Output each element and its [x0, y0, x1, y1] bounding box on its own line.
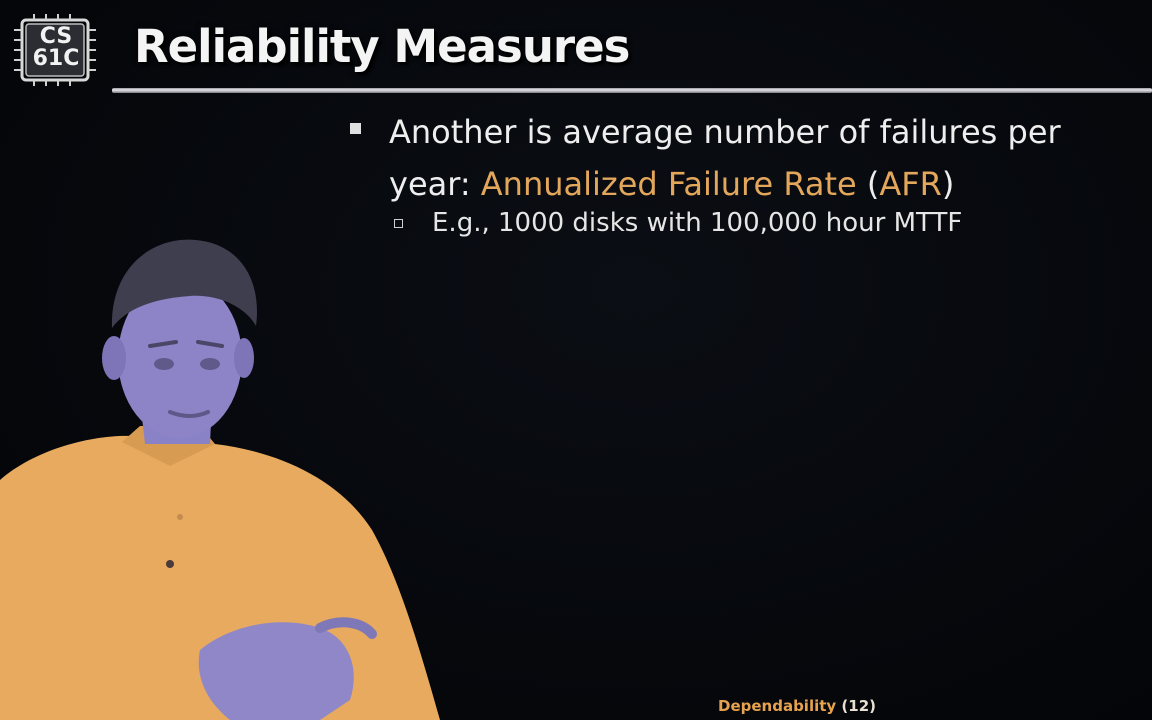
bullet-term: Annualized Failure Rate: [480, 165, 857, 203]
square-bullet-icon: [350, 123, 361, 134]
footer-page-number: (12): [836, 697, 876, 715]
bullet-text: Another is average number of failures pe…: [389, 106, 1149, 210]
bullet-open-paren: (: [856, 165, 880, 203]
bullet-prefix: Another is average number of failures pe…: [389, 113, 1061, 203]
bullet-acronym: AFR: [879, 165, 942, 203]
sub-bullet-text: E.g., 1000 disks with 100,000 hour MTTF: [432, 208, 963, 238]
hollow-square-bullet-icon: [394, 219, 403, 228]
footer-topic: Dependability: [718, 697, 837, 715]
logo-text: CS 61C: [30, 26, 82, 70]
title-divider: [112, 88, 1152, 93]
logo-line-1: CS: [39, 24, 73, 49]
chip-logo-graphic: [14, 14, 96, 86]
bullet-close-paren: ): [941, 165, 955, 203]
logo-line-2: 61C: [32, 46, 80, 71]
cs61c-logo: CS 61C: [12, 14, 98, 86]
footer-section-label: Dependability (12): [718, 697, 876, 715]
presenter-video-overlay: [0, 239, 440, 720]
slide-title: Reliability Measures: [134, 20, 630, 73]
